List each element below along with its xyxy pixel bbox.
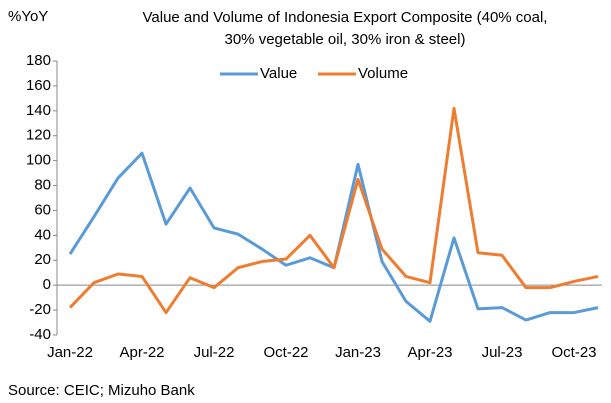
x-tick-label: Oct-22 [263,344,308,361]
x-tick-label: Jan-23 [335,344,381,361]
x-tick-label: Oct-23 [551,344,596,361]
y-tick-label: 60 [34,201,51,218]
x-tick-label: Jan-22 [47,344,93,361]
y-axis-label: %YoY [8,8,48,25]
y-tick-label: 20 [34,251,51,268]
x-tick-label: Jul-23 [482,344,523,361]
y-tick-label: 180 [26,52,51,69]
line-series [68,151,599,323]
y-tick-label: -20 [29,301,51,318]
y-tick-label: 100 [26,152,51,169]
y-tick-label: 80 [34,177,51,194]
line-series [68,106,599,315]
legend-label: Volume [358,65,408,82]
y-tick-label: 40 [34,226,51,243]
x-tick-label: Apr-23 [407,344,452,361]
y-tick-label: -40 [29,326,51,343]
x-tick-label: Apr-22 [119,344,164,361]
x-tick-label: Jul-22 [194,344,235,361]
source: Source: CEIC; Mizuho Bank [8,382,195,399]
y-tick-label: 120 [26,127,51,144]
y-tick-label: 0 [43,276,51,293]
y-tick-label: 160 [26,77,51,94]
chart-title: Value and Volume of Indonesia Export Com… [143,9,548,26]
legend-label: Value [260,65,297,82]
chart-title: 30% vegetable oil, 30% iron & steel) [225,31,466,48]
y-tick-label: 140 [26,102,51,119]
